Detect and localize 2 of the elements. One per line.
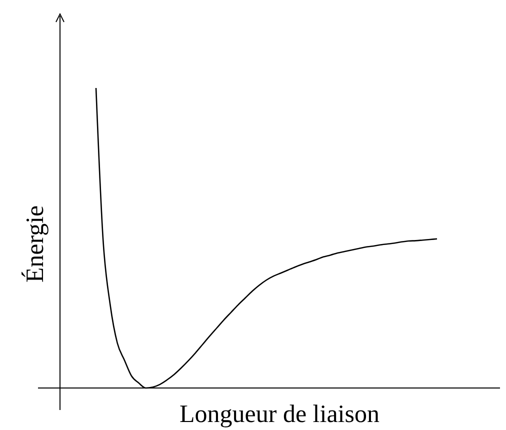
- y-axis-title: Énergie: [21, 205, 49, 283]
- x-axis-title: Longueur de liaison: [180, 401, 380, 428]
